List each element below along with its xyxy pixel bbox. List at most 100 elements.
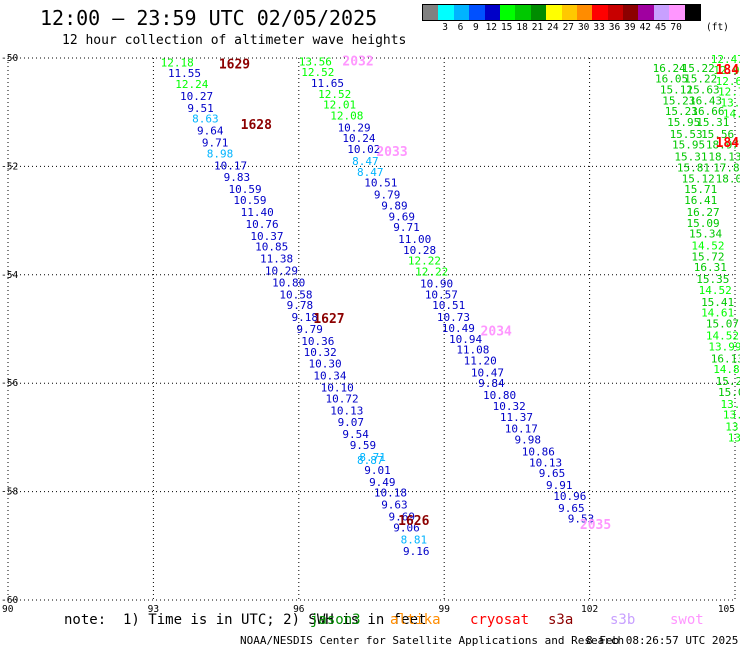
legend-unit: (ft) — [706, 22, 729, 33]
wave-height-label: 10.10 — [321, 382, 354, 395]
wave-height-label: 9.69 — [388, 210, 415, 223]
legend-label: 33 — [593, 22, 605, 33]
wave-height-label: 15.12 — [660, 83, 693, 96]
wave-height-label: 10.72 — [325, 392, 358, 405]
satellite-label-altika: altika — [390, 612, 441, 628]
satellite-label-swot: swot — [670, 612, 704, 628]
wave-height-label: 16.43 — [689, 94, 722, 107]
legend-swatch-row — [422, 4, 702, 21]
legend-swatch — [423, 5, 439, 20]
wave-height-label: 9.16 — [403, 545, 430, 558]
legend-swatch — [653, 5, 670, 20]
y-tick-label: -52 — [1, 161, 18, 172]
wave-height-label: 14.84 — [713, 363, 740, 376]
wave-height-label: 10.13 — [330, 404, 363, 417]
legend-label: 24 — [547, 22, 559, 33]
legend-label: 45 — [654, 22, 667, 33]
wave-height-label: 10.49 — [442, 322, 475, 335]
wave-height-label: 10.59 — [233, 194, 266, 207]
wave-height-label: 12.08 — [330, 109, 363, 122]
wave-height-label: 9.83 — [224, 171, 251, 184]
satellite-label-jason3: jason3 — [310, 612, 361, 628]
wave-height-label: 10.34 — [313, 370, 346, 383]
wave-height-label: 13.56 — [299, 55, 332, 68]
wave-height-label: 8.63 — [192, 113, 219, 126]
wave-height-label: 15.56 — [701, 128, 734, 141]
legend-label: 12 — [485, 22, 498, 33]
wave-height-label: 16.24 — [653, 62, 686, 75]
wave-height-label: 10.85 — [255, 241, 288, 254]
wave-height-label: 9.53 — [568, 513, 595, 526]
wave-height-label: 15.07 — [706, 318, 739, 331]
satellite-label-s3a: s3a — [548, 612, 574, 628]
legend-label: 36 — [608, 22, 621, 33]
legend-swatch — [546, 5, 562, 20]
series-s3b: 15.2215.2215.6316.4316.6615.3115.5618.97… — [682, 62, 740, 186]
wave-height-label: 15.34 — [689, 228, 722, 241]
x-tick-label: 90 — [2, 604, 14, 615]
wave-height-label: 10.24 — [342, 132, 375, 145]
wave-height-label: 12.22 — [408, 255, 441, 268]
wave-height-label: 10.30 — [308, 358, 341, 371]
wave-height-label: 8.47 — [352, 155, 379, 168]
wave-height-label: 9.79 — [374, 189, 401, 202]
wave-height-label: 9.18 — [292, 311, 319, 324]
wave-height-label: 9.59 — [350, 439, 377, 452]
x-tick-label: 99 — [438, 604, 450, 615]
color-scale-legend: (ft) 3 6 9 12 15 18 21 24 27 30 33 36 39 42 45 70 — [422, 4, 729, 35]
wave-height-label: 8.98 — [207, 147, 234, 160]
wave-height-label: 16.66 — [691, 105, 724, 118]
wave-height-label: 9.98 — [514, 434, 541, 447]
wave-height-label: 8.87 — [357, 454, 384, 467]
wave-height-label: 10.51 — [364, 177, 397, 190]
wave-height-label: 13.82 — [723, 409, 740, 422]
wave-height-label: 10.13 — [529, 456, 562, 469]
wave-height-label: 9.91 — [546, 479, 573, 492]
wave-height-label: 9.71 — [393, 221, 420, 234]
wave-height-label: 15.81 — [677, 161, 710, 174]
legend-swatch — [530, 5, 547, 20]
wave-height-label: 9.79 — [296, 323, 323, 336]
legend-swatch — [499, 5, 516, 20]
legend-label: 9 — [473, 22, 479, 33]
wave-height-label: 9.54 — [342, 428, 369, 441]
wave-height-label: 10.37 — [250, 230, 283, 243]
wave-height-label: 14.61 — [701, 307, 734, 320]
pass-label: 1626 — [398, 514, 429, 529]
wave-height-label: 15.95 — [672, 139, 705, 152]
series-swot: 13.5612.5211.6512.5212.0112.0810.2910.24… — [299, 55, 594, 525]
wave-height-label: 16.31 — [694, 261, 727, 274]
wave-height-label: 10.02 — [347, 143, 380, 156]
wave-height-label: 15.09 — [718, 386, 740, 399]
wave-height-label: 15.23 — [662, 94, 695, 107]
page-title: 12:00 — 23:59 UTC 02/05/2025 — [40, 6, 378, 30]
wave-height-label: 14.52 — [699, 284, 732, 297]
wave-height-label: 10.17 — [505, 423, 538, 436]
wave-height-label: 9.01 — [364, 464, 391, 477]
pass-label: 2032 — [342, 55, 373, 70]
legend-label: 6 — [457, 22, 464, 33]
wave-height-label: 18.13 — [708, 151, 740, 164]
wave-height-label: 11.40 — [241, 206, 274, 219]
wave-height-label: 10.28 — [403, 244, 436, 257]
wave-height-label: 10.32 — [304, 346, 337, 359]
legend-swatch — [638, 5, 654, 20]
wave-height-label: 10.17 — [214, 159, 247, 172]
wave-height-label: 12.01 — [323, 99, 356, 112]
legend-swatch — [561, 5, 577, 20]
wave-height-label: 15.53 — [670, 128, 703, 141]
series-s3a: 12.1811.5512.2410.279.518.639.649.718.98… — [161, 56, 430, 558]
wave-height-label: 15.41 — [701, 296, 734, 309]
wave-height-label: 11.00 — [398, 233, 431, 246]
wave-height-label: 10.94 — [449, 333, 482, 346]
legend-swatch — [484, 5, 500, 20]
wave-height-label: 10.27 — [180, 90, 213, 103]
wave-height-label: 9.78 — [287, 299, 314, 312]
wave-height-label: 12.22 — [415, 266, 448, 279]
series-jason3: 12.4712.9012.6412.7313.1714.0 — [711, 53, 740, 120]
y-tick-label: -58 — [1, 487, 18, 498]
wave-height-label: 12.73 — [718, 86, 740, 99]
wave-height-label: 12.18 — [161, 56, 194, 69]
pass-label: 2035 — [580, 518, 611, 533]
wave-height-label: 12.64 — [716, 75, 740, 88]
